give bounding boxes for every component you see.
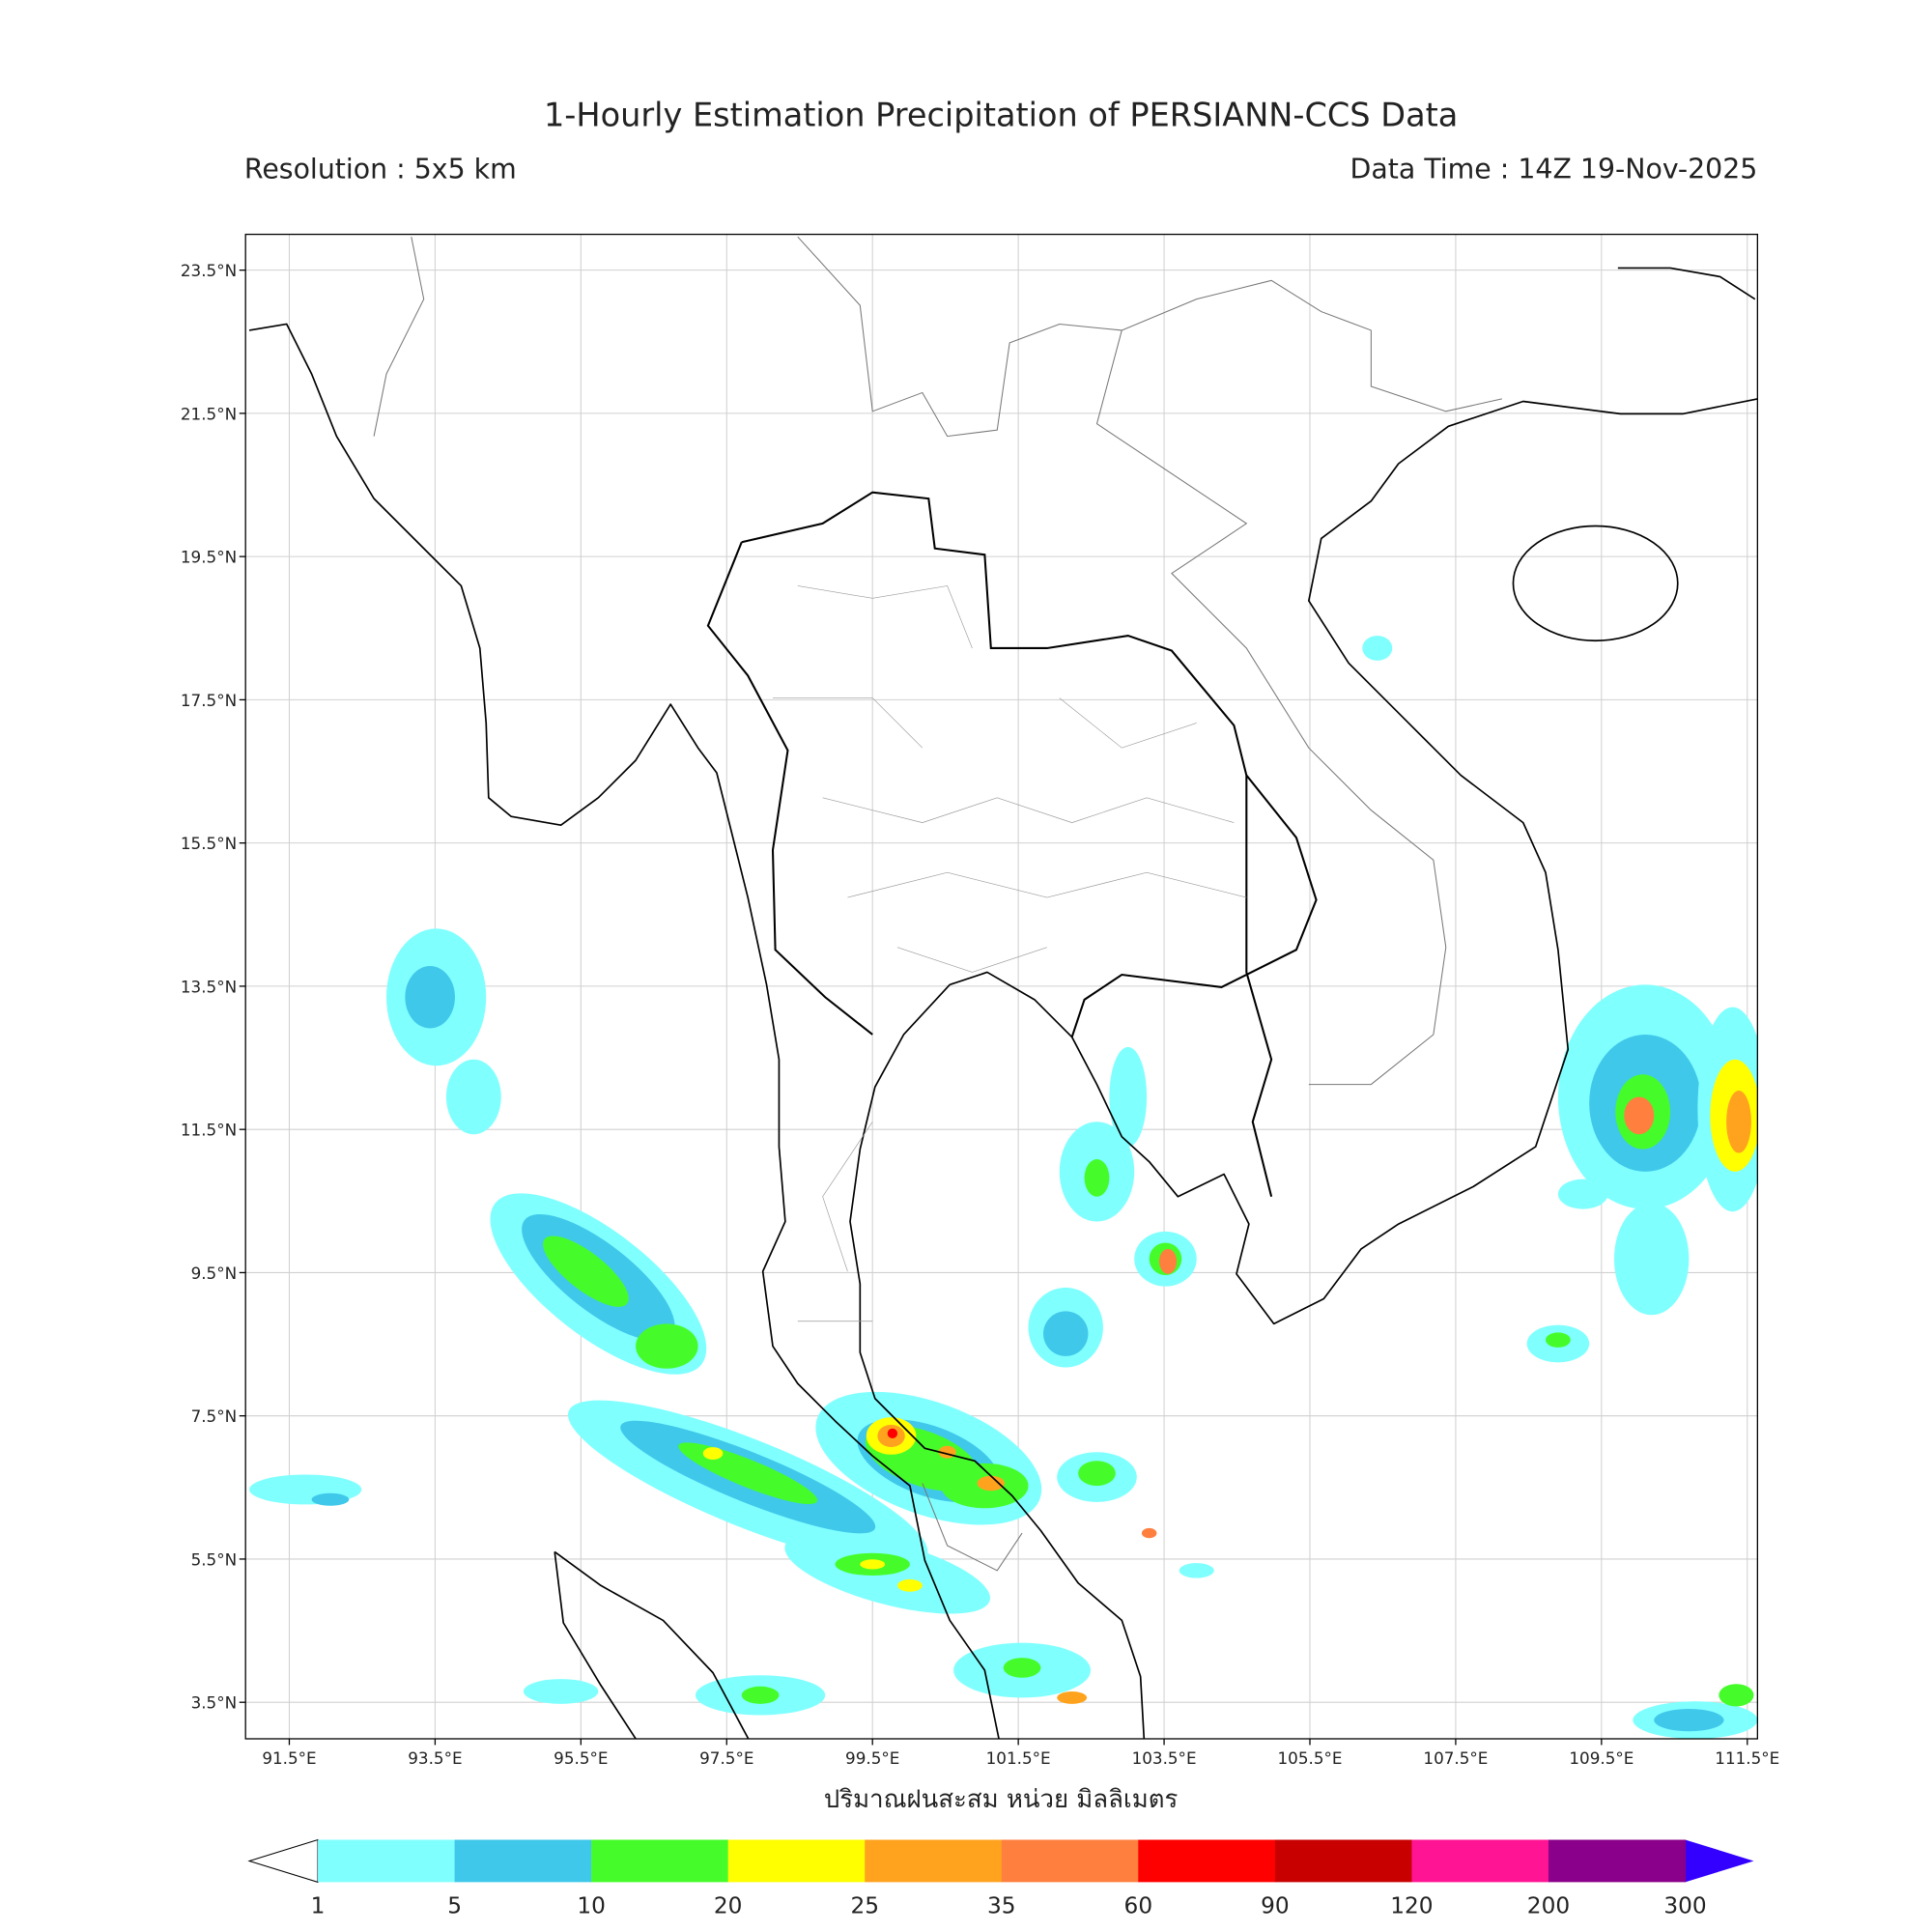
colorbar-label: 90 bbox=[1261, 1893, 1290, 1919]
y-tick-label: 13.5°N bbox=[181, 977, 237, 996]
resolution: Resolution : 5x5 km bbox=[244, 154, 517, 185]
y-tick-label: 15.5°N bbox=[181, 834, 237, 853]
colorbar-segment bbox=[1411, 1839, 1549, 1883]
x-tick-label: 97.5°E bbox=[699, 1748, 753, 1768]
data-time: Data Time : 14Z 19-Nov-2025 bbox=[1350, 154, 1758, 185]
colorbar-segment bbox=[454, 1839, 592, 1883]
colorbar-label: 1 bbox=[311, 1893, 326, 1919]
x-tick-label: 107.5°E bbox=[1423, 1748, 1488, 1768]
colorbar-segment bbox=[727, 1839, 866, 1883]
y-tick-label: 19.5°N bbox=[181, 548, 237, 567]
colorbar-under bbox=[247, 1838, 319, 1884]
y-tick-label: 11.5°N bbox=[181, 1121, 237, 1140]
colorbar-segment bbox=[1001, 1839, 1139, 1883]
y-tick-label: 23.5°N bbox=[181, 261, 237, 280]
colorbar-label: 60 bbox=[1124, 1893, 1153, 1919]
x-tick-label: 111.5°E bbox=[1715, 1748, 1779, 1768]
x-axis-label: ปริมาณฝนสะสม หน่วย มิลลิเมตร bbox=[824, 1785, 1179, 1814]
title: 1-Hourly Estimation Precipitation of PER… bbox=[544, 96, 1458, 133]
x-tick-label: 103.5°E bbox=[1132, 1748, 1197, 1768]
colorbar-label: 20 bbox=[714, 1893, 743, 1919]
x-tick-label: 91.5°E bbox=[262, 1748, 316, 1768]
colorbar-segment bbox=[1138, 1839, 1276, 1883]
colorbar: 1 5 10 20 25 35 60 90 120 200 300 bbox=[247, 1838, 1754, 1919]
colorbar-segment bbox=[591, 1839, 729, 1883]
grid bbox=[245, 234, 1758, 1739]
geography bbox=[248, 236, 1758, 1739]
y-tick-label: 3.5°N bbox=[191, 1693, 238, 1713]
y-tick-label: 7.5°N bbox=[191, 1406, 238, 1426]
colorbar-label: 300 bbox=[1663, 1893, 1706, 1919]
x-tick-label: 93.5°E bbox=[408, 1748, 462, 1768]
x-tick-label: 95.5°E bbox=[554, 1748, 608, 1768]
y-tick-label: 5.5°N bbox=[191, 1549, 238, 1569]
colorbar-label: 5 bbox=[447, 1893, 462, 1919]
x-tick-label: 101.5°E bbox=[986, 1748, 1051, 1768]
y-tick-label: 9.5°N bbox=[191, 1264, 238, 1283]
colorbar-segment bbox=[865, 1839, 1003, 1883]
colorbar-label: 35 bbox=[987, 1893, 1016, 1919]
colorbar-segment bbox=[1548, 1839, 1687, 1883]
y-tick-label: 21.5°N bbox=[181, 404, 237, 423]
x-tick-label: 105.5°E bbox=[1278, 1748, 1343, 1768]
colorbar-label: 10 bbox=[577, 1893, 606, 1919]
colorbar-segment bbox=[318, 1839, 456, 1883]
axes: 91.5°E 93.5°E 95.5°E 97.5°E 99.5°E 101.5°E 103… bbox=[181, 261, 1779, 1768]
y-tick-label: 17.5°N bbox=[181, 691, 237, 710]
x-tick-label: 109.5°E bbox=[1569, 1748, 1634, 1768]
colorbar-over bbox=[1685, 1839, 1754, 1883]
colorbar-label: 120 bbox=[1390, 1893, 1433, 1919]
x-tick-label: 99.5°E bbox=[845, 1748, 899, 1768]
colorbar-label: 25 bbox=[850, 1893, 879, 1919]
colorbar-segment bbox=[1274, 1839, 1413, 1883]
colorbar-label: 200 bbox=[1527, 1893, 1570, 1919]
